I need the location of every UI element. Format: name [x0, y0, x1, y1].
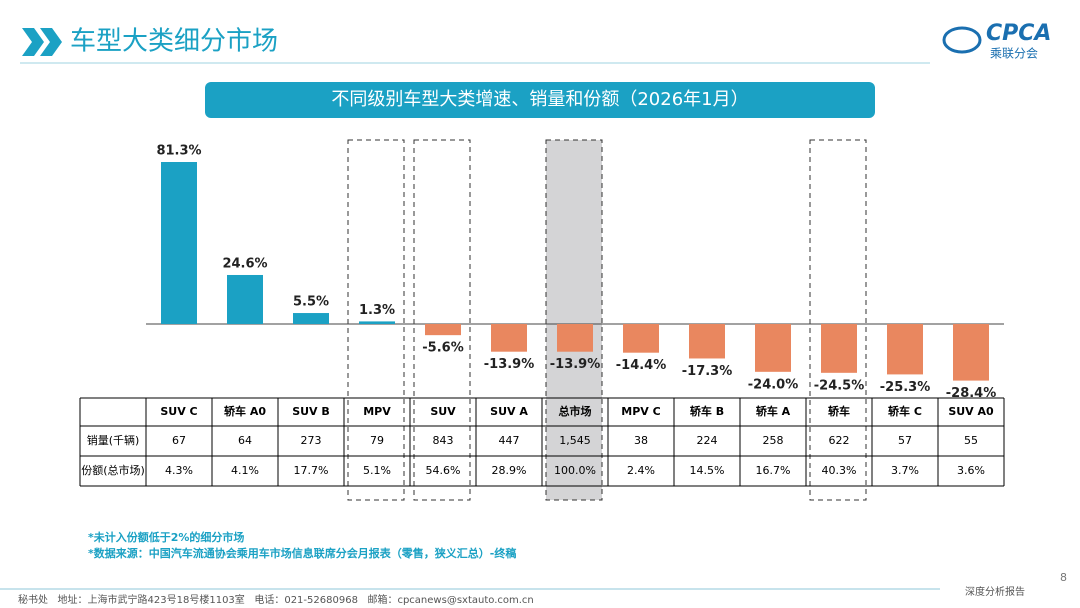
table-header: SUV A0: [948, 405, 994, 418]
bar: [623, 324, 659, 353]
table-cell: 258: [763, 434, 784, 447]
table-header: 轿车 A: [756, 404, 791, 418]
value-label: -13.9%: [484, 357, 535, 372]
table-cell: 4.1%: [231, 464, 259, 477]
table-cell: 843: [433, 434, 454, 447]
value-label: -13.9%: [550, 357, 601, 372]
value-label: -24.0%: [748, 377, 799, 392]
table-header: SUV C: [160, 405, 197, 418]
bar: [821, 324, 857, 373]
logo-sub: 乘联分会: [990, 47, 1038, 61]
value-label: -5.6%: [422, 341, 463, 356]
table-header: 轿车 C: [888, 404, 922, 418]
footer-address: 秘书处 地址：上海市武宁路423号18号楼1103室 电话：021-526809…: [18, 593, 534, 606]
bar: [953, 324, 989, 381]
value-label: 81.3%: [156, 144, 201, 159]
table-header: 总市场: [559, 404, 592, 418]
table-cell: 57: [898, 434, 912, 447]
total-highlight: [545, 139, 603, 501]
table-cell: 622: [829, 434, 850, 447]
table-cell: 67: [172, 434, 186, 447]
table-cell: 14.5%: [690, 464, 725, 477]
highlight-box: [809, 139, 867, 501]
header-title: 车型大类细分市场: [70, 27, 278, 57]
highlight-box: [413, 139, 471, 501]
table-cell: 1,545: [559, 434, 591, 447]
value-label: 1.3%: [359, 303, 395, 318]
table-cell: 16.7%: [756, 464, 791, 477]
table-cell: 4.3%: [165, 464, 193, 477]
table-cell: 3.6%: [957, 464, 985, 477]
table-header: SUV A: [490, 405, 528, 418]
table-cell: 5.1%: [363, 464, 391, 477]
note: *数据来源：中国汽车流通协会乘用车市场信息联席分会月报表（零售，狭义汇总）-终稿: [88, 546, 516, 560]
bar: [557, 324, 593, 352]
table-cell: 54.6%: [426, 464, 461, 477]
table-cell: 40.3%: [822, 464, 857, 477]
table-cell: 224: [697, 434, 718, 447]
value-label: -28.4%: [946, 386, 997, 401]
table-cell: 79: [370, 434, 384, 447]
bar: [359, 321, 395, 324]
note: *未计入份额低于2%的细分市场: [88, 530, 244, 544]
table-cell: 2.4%: [627, 464, 655, 477]
table-header: MPV: [363, 405, 391, 418]
bar: [425, 324, 461, 336]
bar: [161, 162, 197, 324]
data-table: SUV C 轿车 A0 SUV B MPV SUV SUV A 总市场 MPV C 轿车 B 轿车…: [79, 397, 1005, 487]
header-icon: [22, 28, 62, 56]
value-label: 24.6%: [222, 256, 267, 271]
value-label: -14.4%: [616, 358, 667, 373]
value-label: -25.3%: [880, 380, 931, 395]
table-cell: 100.0%: [554, 464, 596, 477]
table-cell: 17.7%: [294, 464, 329, 477]
table-header: 轿车: [828, 404, 850, 418]
value-label: -17.3%: [682, 364, 733, 379]
bar: [755, 324, 791, 372]
value-label: 5.5%: [293, 295, 329, 310]
bar: [887, 324, 923, 375]
bar: [491, 324, 527, 352]
row-label: 销量(千辆): [87, 433, 140, 447]
chart-title-bar: [205, 82, 875, 118]
table-cell: 55: [964, 434, 978, 447]
table-cell: 64: [238, 434, 252, 447]
logo: CPCA: [986, 21, 1051, 46]
bar: [227, 274, 263, 324]
table-header: SUV B: [292, 405, 330, 418]
table-header: 轿车 B: [690, 404, 724, 418]
table-header: 轿车 A0: [224, 404, 266, 418]
chart-title: 不同级别车型大类增速、销量和份额（2026年1月）: [331, 89, 748, 110]
highlight-box: [347, 139, 405, 501]
bar: [689, 324, 725, 359]
table-header: SUV: [430, 405, 456, 418]
logo-mark: [942, 26, 982, 54]
table-cell: 447: [499, 434, 520, 447]
footer-report: 深度分析报告: [965, 585, 1025, 598]
page-number: 8: [1060, 571, 1067, 584]
value-label: -24.5%: [814, 378, 865, 393]
table-cell: 273: [301, 434, 322, 447]
table-cell: 3.7%: [891, 464, 919, 477]
table-header: MPV C: [621, 405, 660, 418]
row-label: 份额(总市场): [81, 463, 145, 477]
table-cell: 28.9%: [492, 464, 527, 477]
bar: [293, 313, 329, 324]
bars: 81.3% 24.6% 5.5% 1.3% -5.6% -13.9% -13.9% -14.4…: [146, 144, 1004, 401]
table-cell: 38: [634, 434, 648, 447]
